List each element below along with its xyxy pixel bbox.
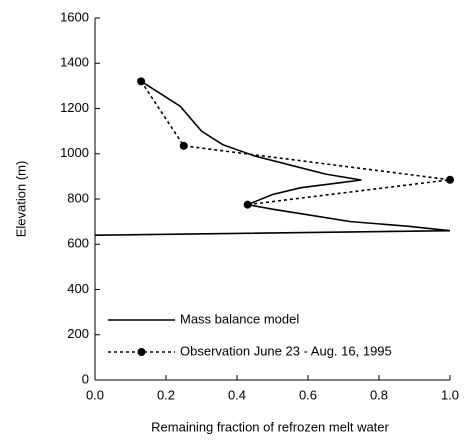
- x-tick-label: 0.4: [228, 387, 246, 402]
- y-axis-label: Elevation (m): [13, 161, 28, 238]
- data-point: [243, 200, 252, 209]
- x-tick-label: 0.6: [299, 387, 317, 402]
- x-tick-label: 0.2: [157, 387, 175, 402]
- data-point: [446, 175, 454, 184]
- y-tick-label: 1600: [60, 9, 89, 24]
- x-axis-label: Remaining fraction of refrozen melt wate…: [151, 419, 389, 434]
- data-point: [179, 141, 188, 150]
- y-tick-label: 800: [67, 190, 89, 205]
- y-tick-label: 0: [82, 371, 89, 386]
- y-tick-label: 1000: [60, 145, 89, 160]
- series-line: [94, 78, 451, 236]
- y-tick-label: 200: [67, 326, 89, 341]
- series-line: [140, 80, 451, 206]
- legend-label: Observation June 23 - Aug. 16, 1995: [180, 343, 392, 358]
- y-tick-label: 1200: [60, 100, 89, 115]
- y-tick-label: 400: [67, 281, 89, 296]
- legend-label: Mass balance model: [180, 311, 299, 326]
- y-tick-label: 600: [67, 236, 89, 251]
- x-tick-label: 0.0: [86, 387, 104, 402]
- y-tick-label: 1400: [60, 55, 89, 70]
- x-tick-label: 1.0: [441, 387, 459, 402]
- legend-marker: [137, 348, 146, 356]
- data-point: [137, 77, 146, 86]
- x-tick-label: 0.8: [370, 387, 388, 402]
